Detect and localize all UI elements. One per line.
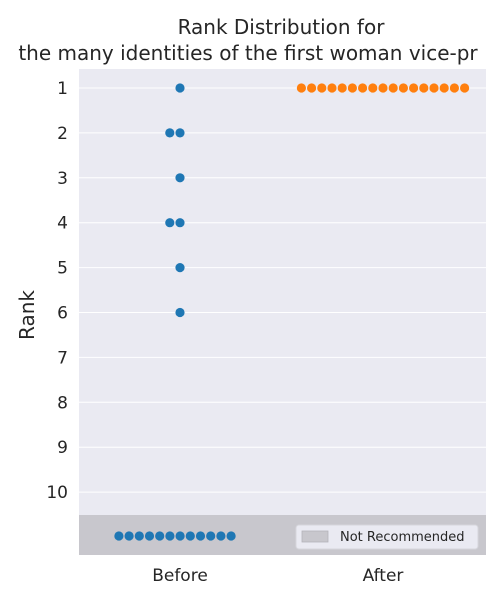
x-tick-labels: Before After [152,566,403,586]
data-points [114,83,470,541]
legend-swatch-not-recommended [301,530,329,543]
data-point [327,83,337,93]
data-point-not-recommended [134,531,144,541]
data-point-not-recommended [195,531,206,541]
data-point [175,173,185,183]
y-tick-label: 6 [57,304,68,324]
data-point-not-recommended [216,531,226,541]
data-point-not-recommended [185,531,195,541]
data-point-not-recommended [144,531,155,541]
y-tick-label: 3 [57,169,68,189]
data-point [165,218,175,228]
x-tick-label: Before [152,566,208,586]
legend-label-not-recommended: Not Recommended [340,530,465,545]
y-tick-label: 8 [57,393,68,413]
data-point-not-recommended [155,531,165,541]
data-point [175,83,185,93]
data-point [368,83,378,93]
y-tick-label: 7 [57,348,68,368]
data-point [296,83,306,93]
y-tick-label: 10 [46,483,68,503]
data-point [317,83,327,93]
legend-box [295,524,479,550]
data-point-not-recommended [165,531,175,541]
data-point [175,128,185,138]
y-axis-label: Rank [15,290,39,340]
data-point [439,83,449,93]
data-point-not-recommended [114,531,124,541]
legend: Not Recommended [295,524,479,550]
data-point [388,83,398,93]
data-point [378,83,388,93]
data-point [307,83,317,93]
data-point-not-recommended [206,531,216,541]
data-point [358,83,368,93]
data-point [398,83,408,93]
y-tick-label: 4 [57,214,68,234]
data-point-not-recommended [226,531,236,541]
data-point [337,83,347,93]
data-point [429,83,439,93]
data-point [409,83,419,93]
gridlines [79,87,486,493]
data-point-not-recommended [175,531,185,541]
data-point [165,128,175,138]
data-point [460,83,470,93]
y-tick-label: 1 [57,79,68,99]
y-tick-label: 9 [57,438,68,458]
data-point [175,307,185,318]
data-point [347,83,357,93]
x-tick-label: After [363,566,404,586]
chart-title-line-1: Rank Distribution for [178,15,386,39]
data-point-not-recommended [124,531,134,541]
data-point [175,218,185,228]
y-tick-labels: 1 2 3 4 5 6 7 8 9 10 [46,79,68,503]
data-point [449,83,459,93]
data-point [175,263,185,273]
chart-title-line-2: the many identities of the first woman v… [18,41,478,65]
y-tick-label: 5 [57,259,68,279]
data-point [419,83,429,93]
y-tick-label: 2 [57,124,68,144]
